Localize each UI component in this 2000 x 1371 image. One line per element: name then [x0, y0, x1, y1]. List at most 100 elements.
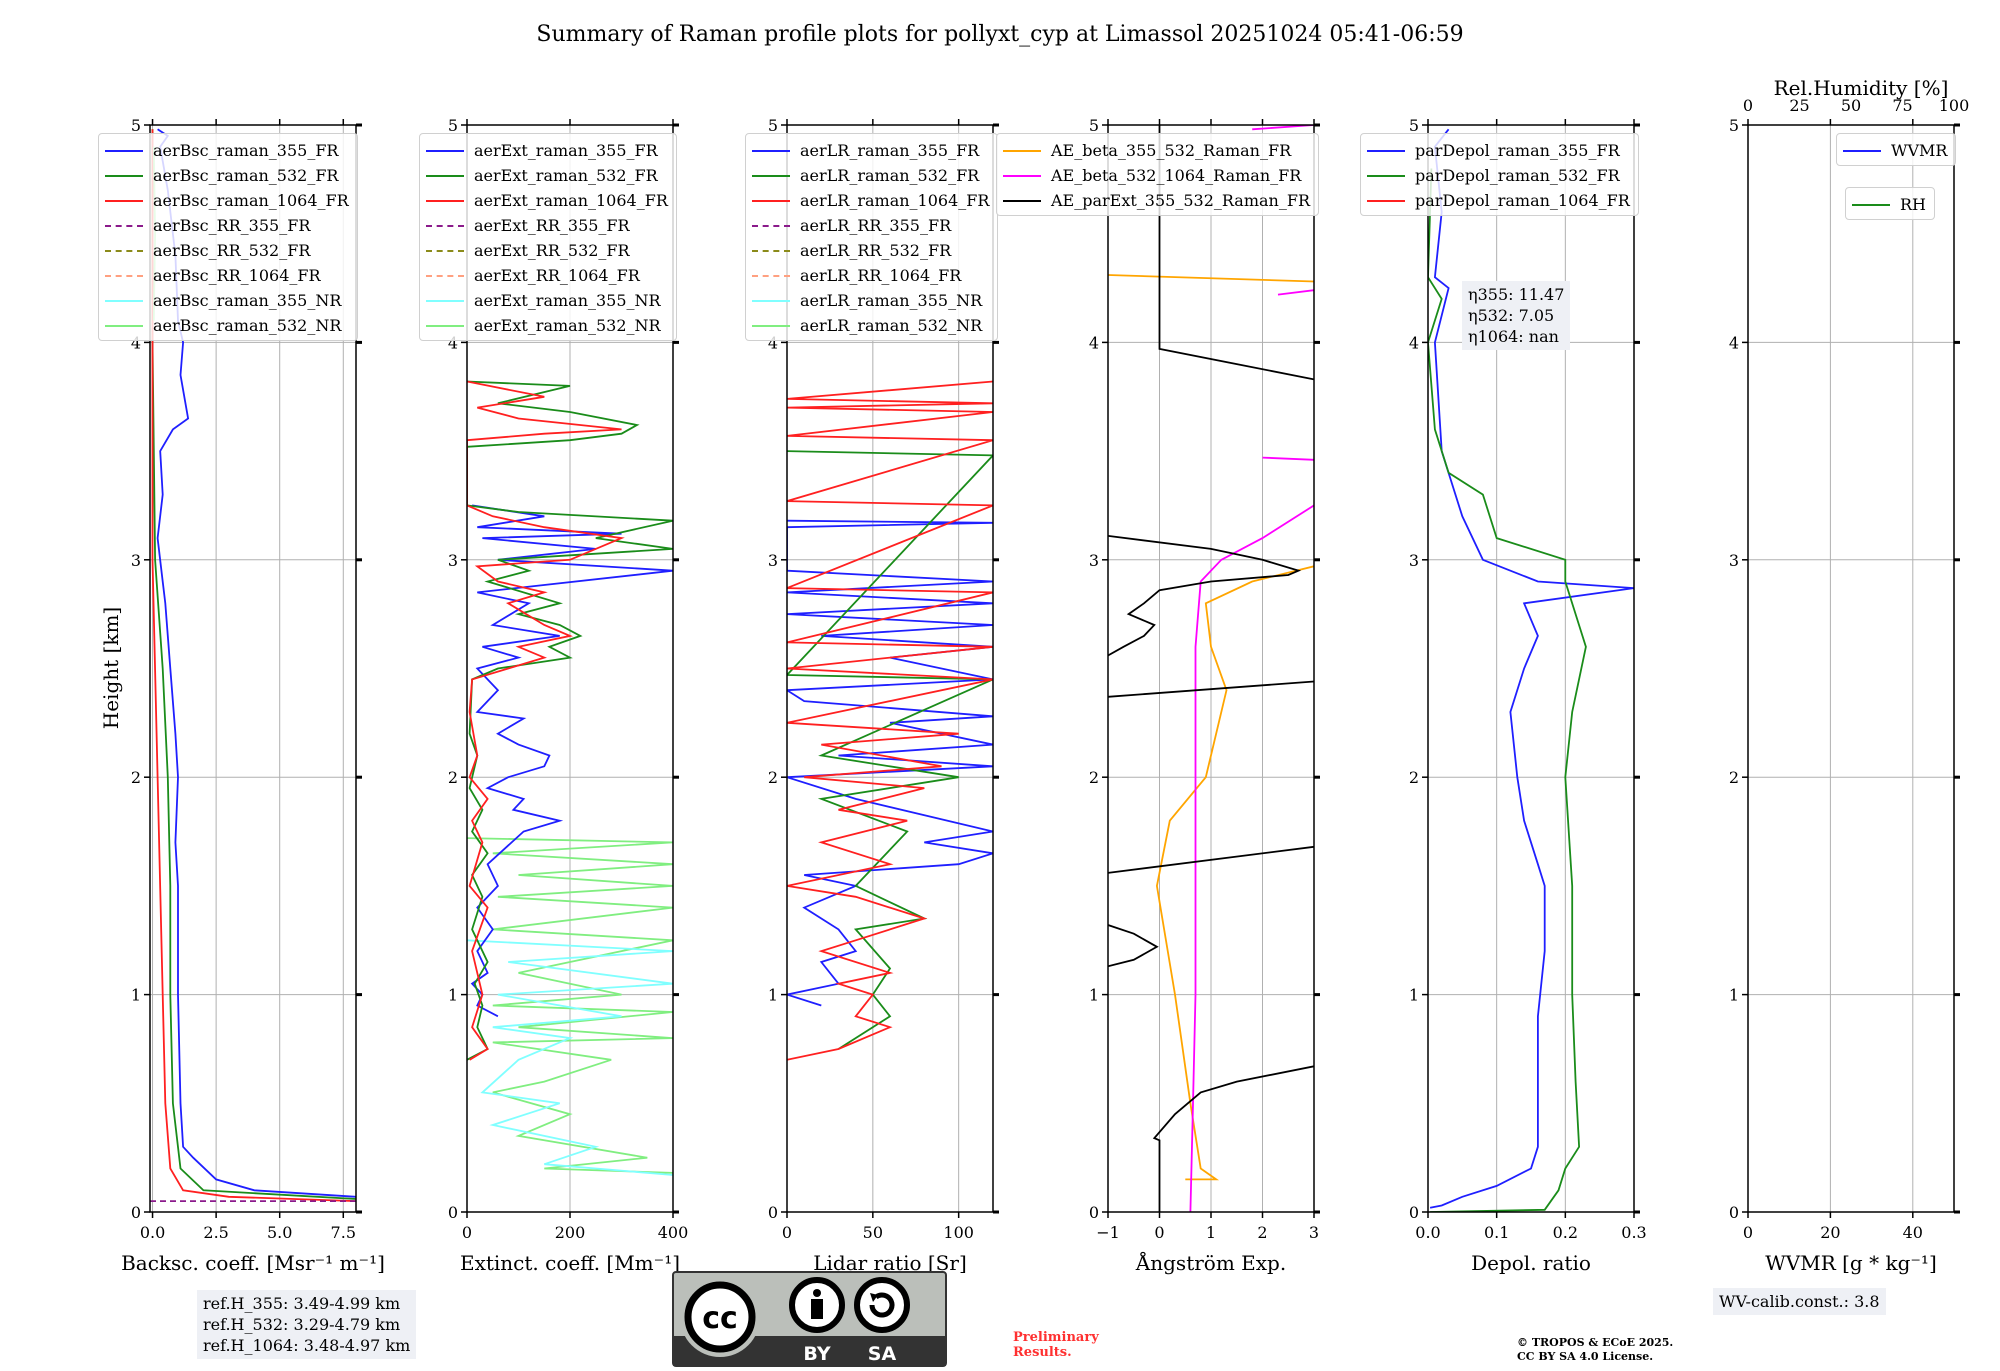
x-tick-label: 0: [1154, 1223, 1164, 1242]
legend-swatch: [426, 299, 464, 302]
legend-angstrom: AE_beta_355_532_Raman_FR AE_beta_532_1064…: [996, 133, 1319, 216]
legend-entry: aerExt_RR_532_FR: [426, 238, 668, 263]
series-parDepol_raman_532_FR: [1428, 168, 1587, 1212]
x-tick-label: 100: [943, 1223, 974, 1242]
legend-label: RH: [1900, 195, 1926, 214]
legend-swatch: [105, 324, 143, 327]
legend-entry: aerBsc_raman_1064_FR: [105, 188, 349, 213]
legend-swatch: [1843, 149, 1881, 152]
copyright-line-2: CC BY SA 4.0 License.: [1517, 1350, 1654, 1363]
x-axis-label: Depol. ratio: [1471, 1251, 1591, 1275]
x-axis-label: Extinct. coeff. [Mm⁻¹]: [460, 1251, 680, 1275]
legend-swatch: [105, 174, 143, 177]
legend-swatch: [1367, 199, 1405, 202]
panel-angstrom: [1102, 119, 1320, 1218]
legend-swatch: [426, 274, 464, 277]
eta-355: η355: 11.47: [1468, 285, 1565, 304]
legend-swatch: [1852, 203, 1890, 206]
legend-rh: RH: [1845, 187, 1935, 220]
legend-label: aerLR_raman_355_FR: [800, 141, 980, 160]
legend-entry: aerBsc_raman_355_FR: [105, 138, 349, 163]
y-tick-label: 4: [1089, 333, 1099, 352]
cc-logo-text: cc: [702, 1301, 738, 1336]
y-tick-label: 5: [768, 116, 778, 135]
legend-entry: AE_beta_355_532_Raman_FR: [1003, 138, 1310, 163]
y-tick-label: 3: [1089, 551, 1099, 570]
series-aerExt_raman_355_FR: [470, 504, 673, 1018]
series-aerLR_raman_355_FR: [787, 519, 993, 1007]
legend-label: aerLR_RR_532_FR: [800, 241, 952, 260]
y-tick-label: 4: [131, 333, 141, 352]
series-aerLR_raman_1064_FR: [787, 380, 993, 1061]
legend-entry: aerBsc_raman_355_NR: [105, 288, 349, 313]
legend-swatch: [752, 274, 790, 277]
series-AE_beta_532_1064_Raman_FR: [1189, 504, 1314, 1212]
figure-title: Summary of Raman profile plots for polly…: [536, 22, 1464, 47]
legend-label: aerLR_RR_355_FR: [800, 216, 952, 235]
legend-wvmr: WVMR: [1836, 133, 1957, 166]
axes-frame: [786, 124, 994, 1213]
x-tick-label: 0.0: [1415, 1223, 1440, 1242]
series-aerBsc_raman_532_FR: [151, 129, 356, 1200]
legend-entry: aerBsc_RR_355_FR: [105, 213, 349, 238]
legend-swatch: [426, 149, 464, 152]
sa-label: SA: [868, 1343, 897, 1365]
legend-entry: aerLR_raman_532_NR: [752, 313, 989, 338]
y-tick-label: 2: [448, 768, 458, 787]
legend-swatch: [1003, 199, 1041, 202]
y-tick-label: 0: [768, 1203, 778, 1222]
series-AE_beta_532_1064_Raman_FR_a: [1262, 456, 1314, 461]
x-tick-label: 0.3: [1621, 1223, 1646, 1242]
legend-swatch: [105, 249, 143, 252]
y-tick-label: 1: [768, 986, 778, 1005]
legend-swatch: [426, 324, 464, 327]
legend-entry: aerExt_raman_532_FR: [426, 163, 668, 188]
reference-heights-box: ref.H_355: 3.49-4.99 km ref.H_532: 3.29-…: [197, 1290, 417, 1359]
legend-label: parDepol_raman_1064_FR: [1415, 191, 1630, 210]
legend-swatch: [1367, 174, 1405, 177]
x-axis-label: Ångström Exp.: [1135, 1250, 1286, 1275]
axes-frame: [466, 124, 674, 1213]
legend-label: aerExt_raman_355_FR: [474, 141, 658, 160]
eta-532: η532: 7.05: [1468, 306, 1555, 325]
legend-entry: RH: [1852, 192, 1926, 217]
y-tick-label: 0: [1409, 1203, 1419, 1222]
y-tick-label: 5: [448, 116, 458, 135]
x-axis-label: Backsc. coeff. [Msr⁻¹ m⁻¹]: [121, 1251, 385, 1275]
x-tick-label: 2.5: [203, 1223, 228, 1242]
axes-frame: [1107, 124, 1315, 1213]
series-parDepol_raman_355_FR: [1429, 128, 1634, 1209]
series-aerExt_raman_355_NR: [467, 939, 673, 1176]
legend-swatch: [1003, 174, 1041, 177]
legend-entry: aerExt_raman_355_NR: [426, 288, 668, 313]
x-tick-label: 400: [658, 1223, 689, 1242]
legend-label: aerLR_raman_1064_FR: [800, 191, 990, 210]
legend-label: aerBsc_raman_355_FR: [153, 141, 339, 160]
top-x-tick-label: 0: [1743, 96, 1753, 115]
axes-frame: [149, 124, 357, 1213]
legend-entry: aerLR_RR_1064_FR: [752, 263, 989, 288]
eta-1064: η1064: nan: [1468, 327, 1559, 346]
legend-entry: AE_parExt_355_532_Raman_FR: [1003, 188, 1310, 213]
axes-frame: [1747, 124, 1955, 1213]
x-tick-label: 3: [1309, 1223, 1319, 1242]
legend-label: aerExt_RR_1064_FR: [474, 266, 640, 285]
x-tick-label: 50: [863, 1223, 883, 1242]
legend-swatch: [752, 199, 790, 202]
y-tick-label: 2: [1089, 768, 1099, 787]
legend-label: aerLR_RR_1064_FR: [800, 266, 962, 285]
legend-label: parDepol_raman_532_FR: [1415, 166, 1620, 185]
series-AE_parExt_355_532_Raman_FR_d: [1108, 845, 1314, 874]
series-AE_beta_355_532_Raman_FR_top: [1108, 274, 1314, 283]
y-tick-label: 3: [131, 551, 141, 570]
series-AE_parExt_355_532_Raman_FR_f: [1152, 1065, 1314, 1212]
legend-label: aerExt_RR_532_FR: [474, 241, 630, 260]
legend-label: AE_parExt_355_532_Raman_FR: [1051, 191, 1310, 210]
x-tick-label: 0: [1743, 1223, 1753, 1242]
panel-extinction: [461, 119, 679, 1218]
legend-label: aerLR_raman_532_FR: [800, 166, 980, 185]
legend-swatch: [426, 174, 464, 177]
legend-label: AE_beta_532_1064_Raman_FR: [1051, 166, 1302, 185]
